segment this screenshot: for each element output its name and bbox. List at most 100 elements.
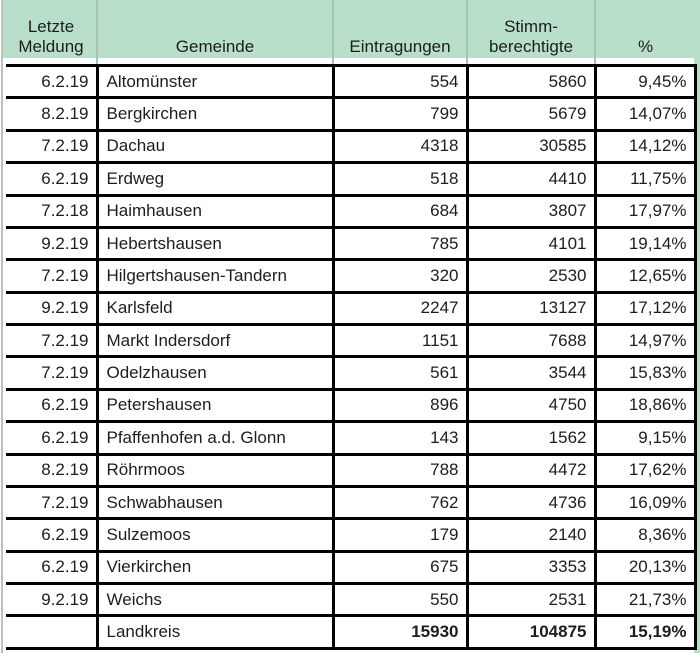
cell-prozent[interactable]: 16,09% bbox=[593, 484, 697, 521]
cell-prozent[interactable]: 17,97% bbox=[593, 193, 697, 229]
cell-eintragungen[interactable]: 179 bbox=[331, 517, 469, 553]
cell-stimmberechtigte[interactable]: 2530 bbox=[465, 258, 597, 294]
cell-letzte-meldung[interactable]: 7.2.19 bbox=[6, 322, 99, 359]
cell-gemeinde[interactable]: Schwabhausen bbox=[95, 484, 335, 521]
cell-eintragungen[interactable]: 15930 bbox=[331, 614, 469, 650]
cell-gemeinde[interactable]: Petershausen bbox=[95, 387, 335, 424]
col-header-letzte-meldung[interactable]: Letzte Meldung bbox=[6, 0, 97, 67]
cell-gemeinde[interactable]: Karlsfeld bbox=[95, 290, 335, 327]
cell-letzte-meldung[interactable]: 6.2.19 bbox=[6, 387, 99, 424]
cell-stimmberechtigte[interactable]: 13127 bbox=[465, 290, 597, 327]
cell-stimmberechtigte[interactable]: 4736 bbox=[465, 484, 597, 521]
cell-stimmberechtigte[interactable]: 4750 bbox=[465, 387, 597, 424]
cell-gemeinde[interactable]: Altomünster bbox=[95, 63, 335, 100]
cell-prozent[interactable]: 17,12% bbox=[593, 290, 697, 327]
cell-eintragungen[interactable]: 554 bbox=[331, 63, 469, 100]
table-row: 7.2.19 Odelzhausen 561 3544 15,83% bbox=[6, 355, 697, 391]
cell-letzte-meldung[interactable] bbox=[6, 614, 99, 650]
cell-prozent[interactable]: 20,13% bbox=[593, 549, 697, 586]
cell-stimmberechtigte[interactable]: 1562 bbox=[465, 420, 597, 456]
cell-prozent[interactable]: 11,75% bbox=[593, 161, 697, 197]
cell-letzte-meldung[interactable]: 6.2.19 bbox=[6, 63, 99, 100]
cell-eintragungen[interactable]: 1151 bbox=[331, 322, 469, 359]
col-header-prozent[interactable]: % bbox=[594, 0, 695, 67]
table-row: 6.2.19 Sulzemoos 179 2140 8,36% bbox=[6, 517, 697, 553]
cell-gemeinde[interactable]: Landkreis bbox=[95, 614, 335, 650]
cell-prozent[interactable]: 21,73% bbox=[593, 581, 697, 618]
cell-gemeinde[interactable]: Sulzemoos bbox=[95, 517, 335, 553]
cell-stimmberechtigte[interactable]: 3544 bbox=[465, 355, 597, 391]
cell-letzte-meldung[interactable]: 7.2.19 bbox=[6, 484, 99, 521]
cell-gemeinde[interactable]: Bergkirchen bbox=[95, 96, 335, 132]
cell-eintragungen[interactable]: 561 bbox=[331, 355, 469, 391]
cell-stimmberechtigte[interactable]: 2140 bbox=[465, 517, 597, 553]
cell-prozent[interactable]: 18,86% bbox=[593, 387, 697, 424]
cell-prozent[interactable]: 15,83% bbox=[593, 355, 697, 391]
cell-gemeinde[interactable]: Hebertshausen bbox=[95, 225, 335, 262]
cell-letzte-meldung[interactable]: 7.2.19 bbox=[6, 128, 99, 165]
cell-prozent[interactable]: 9,15% bbox=[593, 420, 697, 456]
cell-stimmberechtigte[interactable]: 4472 bbox=[465, 452, 597, 488]
cell-stimmberechtigte[interactable]: 5679 bbox=[465, 96, 597, 132]
cell-prozent[interactable]: 12,65% bbox=[593, 258, 697, 294]
cell-stimmberechtigte[interactable]: 104875 bbox=[465, 614, 597, 650]
cell-stimmberechtigte[interactable]: 30585 bbox=[465, 128, 597, 165]
cell-prozent[interactable]: 8,36% bbox=[593, 517, 697, 553]
cell-eintragungen[interactable]: 320 bbox=[331, 258, 469, 294]
cell-eintragungen[interactable]: 4318 bbox=[331, 128, 469, 165]
cell-gemeinde[interactable]: Odelzhausen bbox=[95, 355, 335, 391]
cell-gemeinde[interactable]: Markt Indersdorf bbox=[95, 322, 335, 359]
cell-eintragungen[interactable]: 788 bbox=[331, 452, 469, 488]
cell-letzte-meldung[interactable]: 9.2.19 bbox=[6, 290, 99, 327]
cell-eintragungen[interactable]: 550 bbox=[331, 581, 469, 618]
cell-stimmberechtigte[interactable]: 3353 bbox=[465, 549, 597, 586]
cell-eintragungen[interactable]: 896 bbox=[331, 387, 469, 424]
cell-stimmberechtigte[interactable]: 3807 bbox=[465, 193, 597, 229]
cell-gemeinde[interactable]: Haimhausen bbox=[95, 193, 335, 229]
table-row: 7.2.18 Haimhausen 684 3807 17,97% bbox=[6, 193, 697, 229]
cell-letzte-meldung[interactable]: 7.2.19 bbox=[6, 258, 99, 294]
col-header-gemeinde[interactable]: Gemeinde bbox=[96, 0, 333, 67]
cell-letzte-meldung[interactable]: 7.2.18 bbox=[6, 193, 99, 229]
cell-eintragungen[interactable]: 2247 bbox=[331, 290, 469, 327]
cell-letzte-meldung[interactable]: 6.2.19 bbox=[6, 517, 99, 553]
cell-stimmberechtigte[interactable]: 2531 bbox=[465, 581, 597, 618]
cell-letzte-meldung[interactable]: 6.2.19 bbox=[6, 549, 99, 586]
cell-eintragungen[interactable]: 675 bbox=[331, 549, 469, 586]
cell-prozent[interactable]: 19,14% bbox=[593, 225, 697, 262]
cell-eintragungen[interactable]: 762 bbox=[331, 484, 469, 521]
cell-letzte-meldung[interactable]: 9.2.19 bbox=[6, 581, 99, 618]
cell-stimmberechtigte[interactable]: 4101 bbox=[465, 225, 597, 262]
cell-gemeinde[interactable]: Pfaffenhofen a.d. Glonn bbox=[95, 420, 335, 456]
cell-letzte-meldung[interactable]: 9.2.19 bbox=[6, 225, 99, 262]
cell-prozent[interactable]: 14,07% bbox=[593, 96, 697, 132]
cell-prozent[interactable]: 14,12% bbox=[593, 128, 697, 165]
cell-gemeinde[interactable]: Röhrmoos bbox=[95, 452, 335, 488]
cell-stimmberechtigte[interactable]: 7688 bbox=[465, 322, 597, 359]
cell-letzte-meldung[interactable]: 8.2.19 bbox=[6, 96, 99, 132]
cell-stimmberechtigte[interactable]: 5860 bbox=[465, 63, 597, 100]
cell-gemeinde[interactable]: Erdweg bbox=[95, 161, 335, 197]
cell-letzte-meldung[interactable]: 6.2.19 bbox=[6, 161, 99, 197]
cell-gemeinde[interactable]: Weichs bbox=[95, 581, 335, 618]
cell-letzte-meldung[interactable]: 8.2.19 bbox=[6, 452, 99, 488]
header-label-line: % bbox=[637, 37, 654, 57]
cell-gemeinde[interactable]: Hilgertshausen-Tandern bbox=[95, 258, 335, 294]
cell-letzte-meldung[interactable]: 7.2.19 bbox=[6, 355, 99, 391]
cell-prozent[interactable]: 9,45% bbox=[593, 63, 697, 100]
cell-eintragungen[interactable]: 518 bbox=[331, 161, 469, 197]
cell-gemeinde[interactable]: Vierkirchen bbox=[95, 549, 335, 586]
cell-eintragungen[interactable]: 785 bbox=[331, 225, 469, 262]
cell-eintragungen[interactable]: 684 bbox=[331, 193, 469, 229]
cell-eintragungen[interactable]: 143 bbox=[331, 420, 469, 456]
cell-letzte-meldung[interactable]: 6.2.19 bbox=[6, 420, 99, 456]
cell-prozent[interactable]: 14,97% bbox=[593, 322, 697, 359]
cell-stimmberechtigte[interactable]: 4410 bbox=[465, 161, 597, 197]
cell-prozent[interactable]: 15,19% bbox=[593, 614, 697, 650]
table-row: 9.2.19 Weichs 550 2531 21,73% bbox=[6, 581, 697, 618]
cell-prozent[interactable]: 17,62% bbox=[593, 452, 697, 488]
cell-gemeinde[interactable]: Dachau bbox=[95, 128, 335, 165]
col-header-eintragungen[interactable]: Eintragungen bbox=[332, 0, 467, 67]
col-header-stimmberechtigte[interactable]: Stimm- berechtigte bbox=[466, 0, 595, 67]
cell-eintragungen[interactable]: 799 bbox=[331, 96, 469, 132]
